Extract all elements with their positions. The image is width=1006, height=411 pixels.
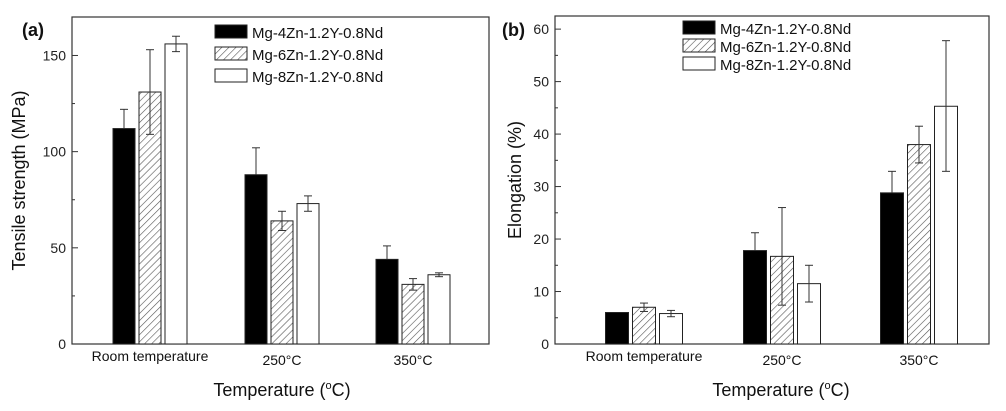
x-axis-title-main: Temperature ( [213,380,325,400]
x-axis-title-sup: o [824,380,830,392]
legend-swatch-empty [682,56,716,71]
legend-label: Mg-6Zn-1.2Y-0.8Nd [720,39,851,56]
bar-hatched [632,306,656,345]
bar-solid [880,192,904,345]
x-category-label: 250°C [762,352,801,368]
bar-hatched [270,220,294,345]
x-axis-title-sup: o [325,380,331,392]
legend-label: Mg-4Zn-1.2Y-0.8Nd [252,25,383,42]
y-tick-label: 50 [50,240,66,256]
legend-label: Mg-6Zn-1.2Y-0.8Nd [252,47,383,64]
y-axis-title: Elongation (%) [505,121,525,239]
y-axis-title: Tensile strength (MPa) [9,90,29,270]
bar-empty [427,274,451,345]
x-category-label: 250°C [262,352,301,368]
legend-label: Mg-4Zn-1.2Y-0.8Nd [720,21,851,38]
x-axis-title: Temperature (oC) [213,380,350,400]
bar-empty [296,203,320,345]
bar-hatched [401,283,425,345]
bar-solid [743,250,767,345]
bar-solid [112,128,136,345]
bar-empty [659,313,683,345]
bar-solid [605,312,629,345]
x-category-label: 350°C [393,352,432,368]
legend: Mg-4Zn-1.2Y-0.8NdMg-6Zn-1.2Y-0.8NdMg-8Zn… [682,20,851,74]
x-axis-title-end: C) [332,380,351,400]
bar-solid [244,174,268,345]
legend-swatch-hatched [214,46,248,61]
y-tick-label: 60 [533,21,549,37]
y-tick-label: 0 [541,336,549,352]
x-axis-title-main: Temperature ( [712,380,824,400]
y-tick-label: 40 [533,126,549,142]
legend-swatch-solid [214,24,248,39]
bar-empty [164,43,188,345]
x-category-label: Room temperature [92,348,209,364]
bar-solid [375,258,399,345]
y-tick-label: 30 [533,179,549,195]
y-tick-label: 10 [533,284,549,300]
y-tick-label: 20 [533,231,549,247]
y-tick-label: 0 [58,336,66,352]
panel-a: 0 50 100 150 Room temperature 250°C 350°C Tempe… [9,16,490,400]
legend-swatch-empty [214,68,248,83]
panel-label: (a) [22,20,44,40]
panel-b: 0 10 20 30 40 50 60 Room temperature 250°C 350°C T… [502,15,990,400]
legend: Mg-4Zn-1.2Y-0.8Nd Mg-6Zn-1.2Y-0.8Nd Mg-8Zn… [214,24,383,86]
bar-hatched [907,144,931,345]
legend-swatch-solid [682,20,716,35]
x-axis-title: Temperature (oC) [712,380,849,400]
legend-label: Mg-8Zn-1.2Y-0.8Nd [720,57,851,74]
legend-swatch-hatched [682,38,716,53]
x-category-label: Room temperature [586,348,703,364]
y-tick-label: 50 [533,74,549,90]
panel-label: (b) [502,20,525,40]
y-tick-label: 100 [43,144,67,160]
legend-label: Mg-8Zn-1.2Y-0.8Nd [252,69,383,86]
y-tick-label: 150 [43,47,67,63]
x-axis-title-end: C) [831,380,850,400]
x-category-label: 350°C [899,352,938,368]
